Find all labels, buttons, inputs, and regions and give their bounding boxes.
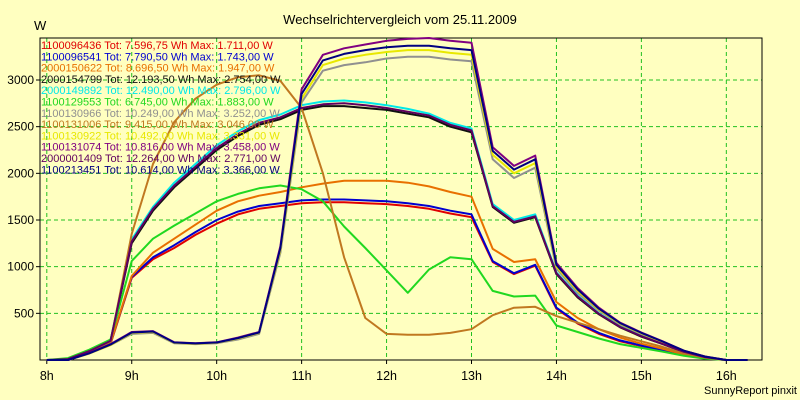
legend-entry-6: 1100129553 Tot: 6.745,00 Wh Max: 1.883,0… [41, 97, 274, 109]
legend-entry-10: 1100131074 Tot: 10.816,00 Wh Max: 3.458,… [41, 142, 280, 154]
y-tick-label: 500 [14, 306, 34, 320]
x-tick-label: 16h [716, 369, 737, 383]
series-lines [46, 37, 748, 361]
x-tick-label: 9h [125, 369, 139, 383]
y-tick-label: 1000 [7, 260, 34, 274]
x-tick-label: 8h [40, 369, 54, 383]
y-tick-label: 2000 [7, 166, 34, 180]
axes: 500 1000 1500 2000 2500 3000 8h 9h 10h 11h 12h 13h 1… [7, 37, 763, 383]
x-tick-label: 11h [292, 369, 312, 383]
x-tick-label: 15h [631, 369, 652, 383]
y-tick-label: 3000 [7, 73, 34, 87]
x-tick-label: 10h [206, 369, 227, 383]
series-line-2 [46, 198, 748, 361]
grid [40, 38, 762, 360]
chart-title: Wechselrichtervergleich vom 25.11.2009 [283, 12, 517, 27]
x-tick-label: 12h [376, 369, 397, 383]
series-line-3 [46, 179, 748, 361]
legend-entry-12: 1100213451 Tot: 10.614,00 Wh Max: 3.366,… [41, 164, 280, 176]
series-line-12 [46, 44, 748, 361]
legend-entry-4: 2000154799 Tot: 12.193,50 Wh Max: 2.754,… [41, 74, 281, 86]
legend-entry-7: 1100130966 Tot: 10.249,00 Wh Max: 3.252,… [41, 108, 280, 120]
y-axis-unit: W [34, 18, 47, 33]
legend-entry-8: 1100131006 Tot: 9.415,00 Wh Max: 3.046,0… [41, 119, 274, 131]
footer-credit: SunnyReport pinxit [704, 385, 797, 397]
legend-entry-2: 1100096541 Tot: 7.790,50 Wh Max: 1.743,0… [41, 51, 274, 63]
x-tick-label: 14h [546, 369, 567, 383]
y-tick-label: 1500 [7, 213, 34, 227]
legend-entry-11: 2000001409 Tot: 12.264,00 Wh Max: 2.771,… [41, 153, 281, 165]
x-tick-label: 13h [461, 369, 482, 383]
legend-entry-3: 2000150622 Tot: 8.696,50 Wh Max: 1.947,0… [41, 63, 275, 75]
series-line-11 [46, 102, 748, 361]
legend: 1100096436 Tot: 7.596,75 Wh Max: 1.711,0… [41, 40, 281, 176]
series-line-8 [46, 74, 748, 361]
legend-entry-9: 1100130922 Tot: 10.492,00 Wh Max: 3.331,… [41, 130, 280, 142]
series-line-6 [46, 184, 748, 361]
y-tick-label: 2500 [7, 120, 34, 134]
legend-entry-5: 2000149892 Tot: 12.490,00 Wh Max: 2.796,… [41, 85, 281, 97]
legend-entry-1: 1100096436 Tot: 7.596,75 Wh Max: 1.711,0… [41, 40, 273, 52]
plot-frame [39, 37, 763, 361]
